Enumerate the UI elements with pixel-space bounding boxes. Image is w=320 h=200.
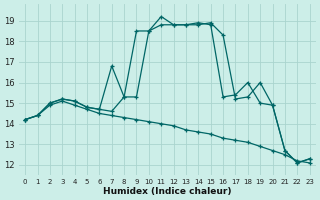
X-axis label: Humidex (Indice chaleur): Humidex (Indice chaleur) [103,187,232,196]
